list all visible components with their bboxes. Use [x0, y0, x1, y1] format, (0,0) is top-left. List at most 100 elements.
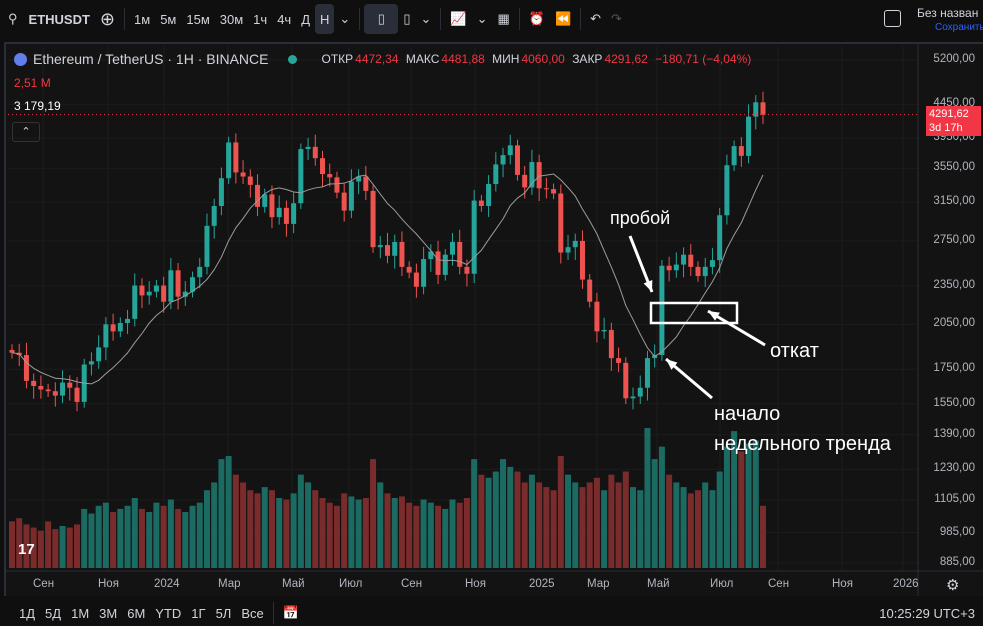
volume-bar	[536, 482, 543, 568]
volume-bar	[702, 482, 709, 568]
save-link[interactable]: Сохранить	[935, 22, 983, 33]
volume-bar	[276, 498, 283, 568]
collapse-legend-button[interactable]: ⌃	[12, 122, 40, 142]
candle-body	[153, 285, 159, 292]
undo-icon[interactable]: ↶	[590, 11, 602, 26]
volume-bar	[572, 482, 579, 568]
candle-body	[218, 178, 224, 206]
candle-body	[377, 245, 383, 248]
market-status-icon	[288, 54, 298, 64]
candle-body	[413, 272, 419, 287]
time-label: Ноя	[98, 578, 119, 590]
candle-body	[276, 207, 282, 218]
volume-bar	[153, 502, 160, 568]
range-5[interactable]: YTD	[155, 605, 182, 621]
volume-bar	[471, 459, 478, 568]
axis-settings-icon[interactable]: ⚙	[946, 577, 960, 594]
interval-6[interactable]: Д	[301, 11, 311, 27]
volume-bar	[312, 490, 319, 568]
time-label: Сен	[401, 578, 423, 590]
range-2[interactable]: 1М	[71, 605, 90, 621]
price-chart[interactable]	[0, 0, 983, 600]
price-label: 3550,00	[933, 161, 975, 174]
time-label: 2025	[529, 578, 555, 590]
interval-2[interactable]: 15м	[186, 11, 210, 27]
candle-body	[348, 181, 354, 211]
volume-bar	[138, 508, 145, 568]
volume-bar	[687, 493, 694, 568]
interval-5[interactable]: 4ч	[277, 11, 292, 27]
ohlc-values: ОТКР 4472,34 МАКС 4481,88 МИН 4060,00 ЗАКР 4…	[321, 52, 751, 66]
layouts-icon[interactable]: ▦	[497, 11, 510, 26]
volume-bar	[37, 530, 44, 568]
layout-checkbox[interactable]	[884, 10, 901, 27]
candle-body	[644, 358, 650, 388]
candle-body	[247, 176, 253, 185]
interval-3[interactable]: 30м	[219, 11, 244, 27]
volume-bar	[723, 446, 730, 568]
interval-7[interactable]: Н	[315, 4, 335, 34]
range-4[interactable]: 6М	[127, 605, 146, 621]
interval-4[interactable]: 1ч	[253, 11, 268, 27]
range-1[interactable]: 5Д	[45, 605, 62, 621]
candle-body	[695, 266, 701, 277]
layout-name[interactable]: Без назван	[917, 6, 979, 20]
volume-bar	[261, 487, 268, 568]
candle-body	[616, 358, 622, 363]
clock[interactable]: 10:25:29 UTC+3	[879, 605, 975, 621]
volume-bar	[370, 459, 377, 568]
range-7[interactable]: 5Л	[215, 605, 232, 621]
goto-date-icon[interactable]: 📅	[282, 605, 299, 620]
time-label: Сен	[33, 578, 55, 590]
indicators-icon[interactable]: 📈	[450, 11, 467, 26]
chevron-down-icon[interactable]: ⌄	[420, 11, 432, 26]
price-label: 1230,00	[933, 462, 975, 475]
range-8[interactable]: Все	[241, 605, 264, 621]
top-toolbar: ⚲ ETHUSDT ⊕ 1м 5м 15м 30м 1ч 4ч Д Н ⌄ ▯ ▯ ⌄ 📈 ⌄…	[0, 0, 983, 38]
candle-body	[702, 266, 708, 277]
interval-0[interactable]: 1м	[134, 11, 151, 27]
annotation-line2: недельного тренда	[714, 433, 891, 455]
volume-bar	[680, 487, 687, 568]
candle-body	[760, 102, 766, 115]
bottom-bar: 1Д 5Д 1М 3М 6М YTD 1Г 5Л Все 📅 10:25:29 UTC+3	[0, 600, 983, 626]
tradingview-logo: 17	[18, 541, 35, 558]
candle-body	[233, 142, 239, 173]
volume-bar	[500, 459, 507, 568]
volume-bar	[81, 508, 88, 568]
symbol-search-button[interactable]: ETHUSDT	[28, 11, 90, 27]
range-3[interactable]: 3М	[99, 605, 118, 621]
add-symbol-icon[interactable]: ⊕	[99, 8, 116, 29]
divider	[359, 8, 361, 30]
range-6[interactable]: 1Г	[191, 605, 206, 621]
annotation-pullback: откат	[770, 340, 819, 362]
interval-1[interactable]: 5м	[160, 11, 177, 27]
candles-icon[interactable]: ▯	[364, 4, 399, 34]
volume-bar	[52, 529, 59, 568]
candle-body	[637, 387, 643, 397]
bar-style-icon[interactable]: ▯	[403, 11, 411, 26]
range-0[interactable]: 1Д	[19, 605, 36, 621]
interval-group: 1м 5м 15м 30м 1ч 4ч Д Н	[129, 4, 335, 34]
alert-icon[interactable]: ⏰	[528, 11, 545, 26]
close-label: ЗАКР	[572, 52, 603, 66]
volume-bar	[247, 490, 254, 568]
candle-body	[312, 146, 318, 159]
replay-icon[interactable]: ⏪	[554, 11, 572, 26]
candle-body	[31, 380, 37, 386]
search-icon[interactable]: ⚲	[8, 11, 18, 26]
volume-bar	[95, 505, 102, 568]
candle-body	[226, 142, 232, 179]
high-label: МАКС	[405, 52, 440, 66]
symbol-title: Ethereum / TetherUS · 1H · BINANCE	[33, 51, 269, 67]
price-label: 5200,00	[933, 53, 975, 65]
candle-body	[204, 225, 210, 267]
candle-body	[23, 355, 29, 381]
bar-countdown: 3d 17h	[929, 122, 963, 134]
candle-body	[565, 247, 571, 253]
chevron-down-icon[interactable]: ⌄	[339, 11, 351, 26]
chevron-down-icon[interactable]: ⌄	[476, 11, 488, 26]
redo-icon[interactable]: ↷	[611, 11, 622, 26]
pullback-arrow-head	[708, 311, 720, 321]
volume-bar	[521, 482, 528, 568]
